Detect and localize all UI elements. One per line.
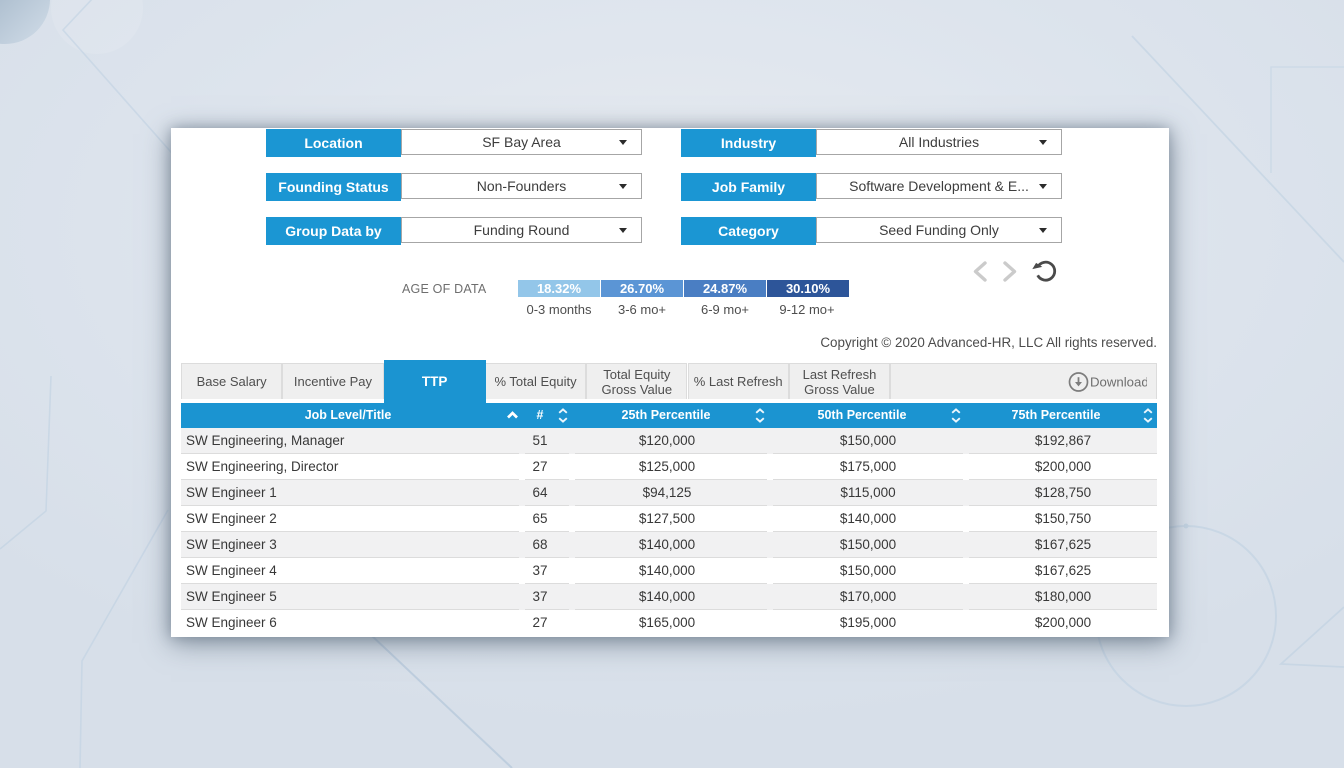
- svg-text:Download: Download: [1090, 374, 1147, 389]
